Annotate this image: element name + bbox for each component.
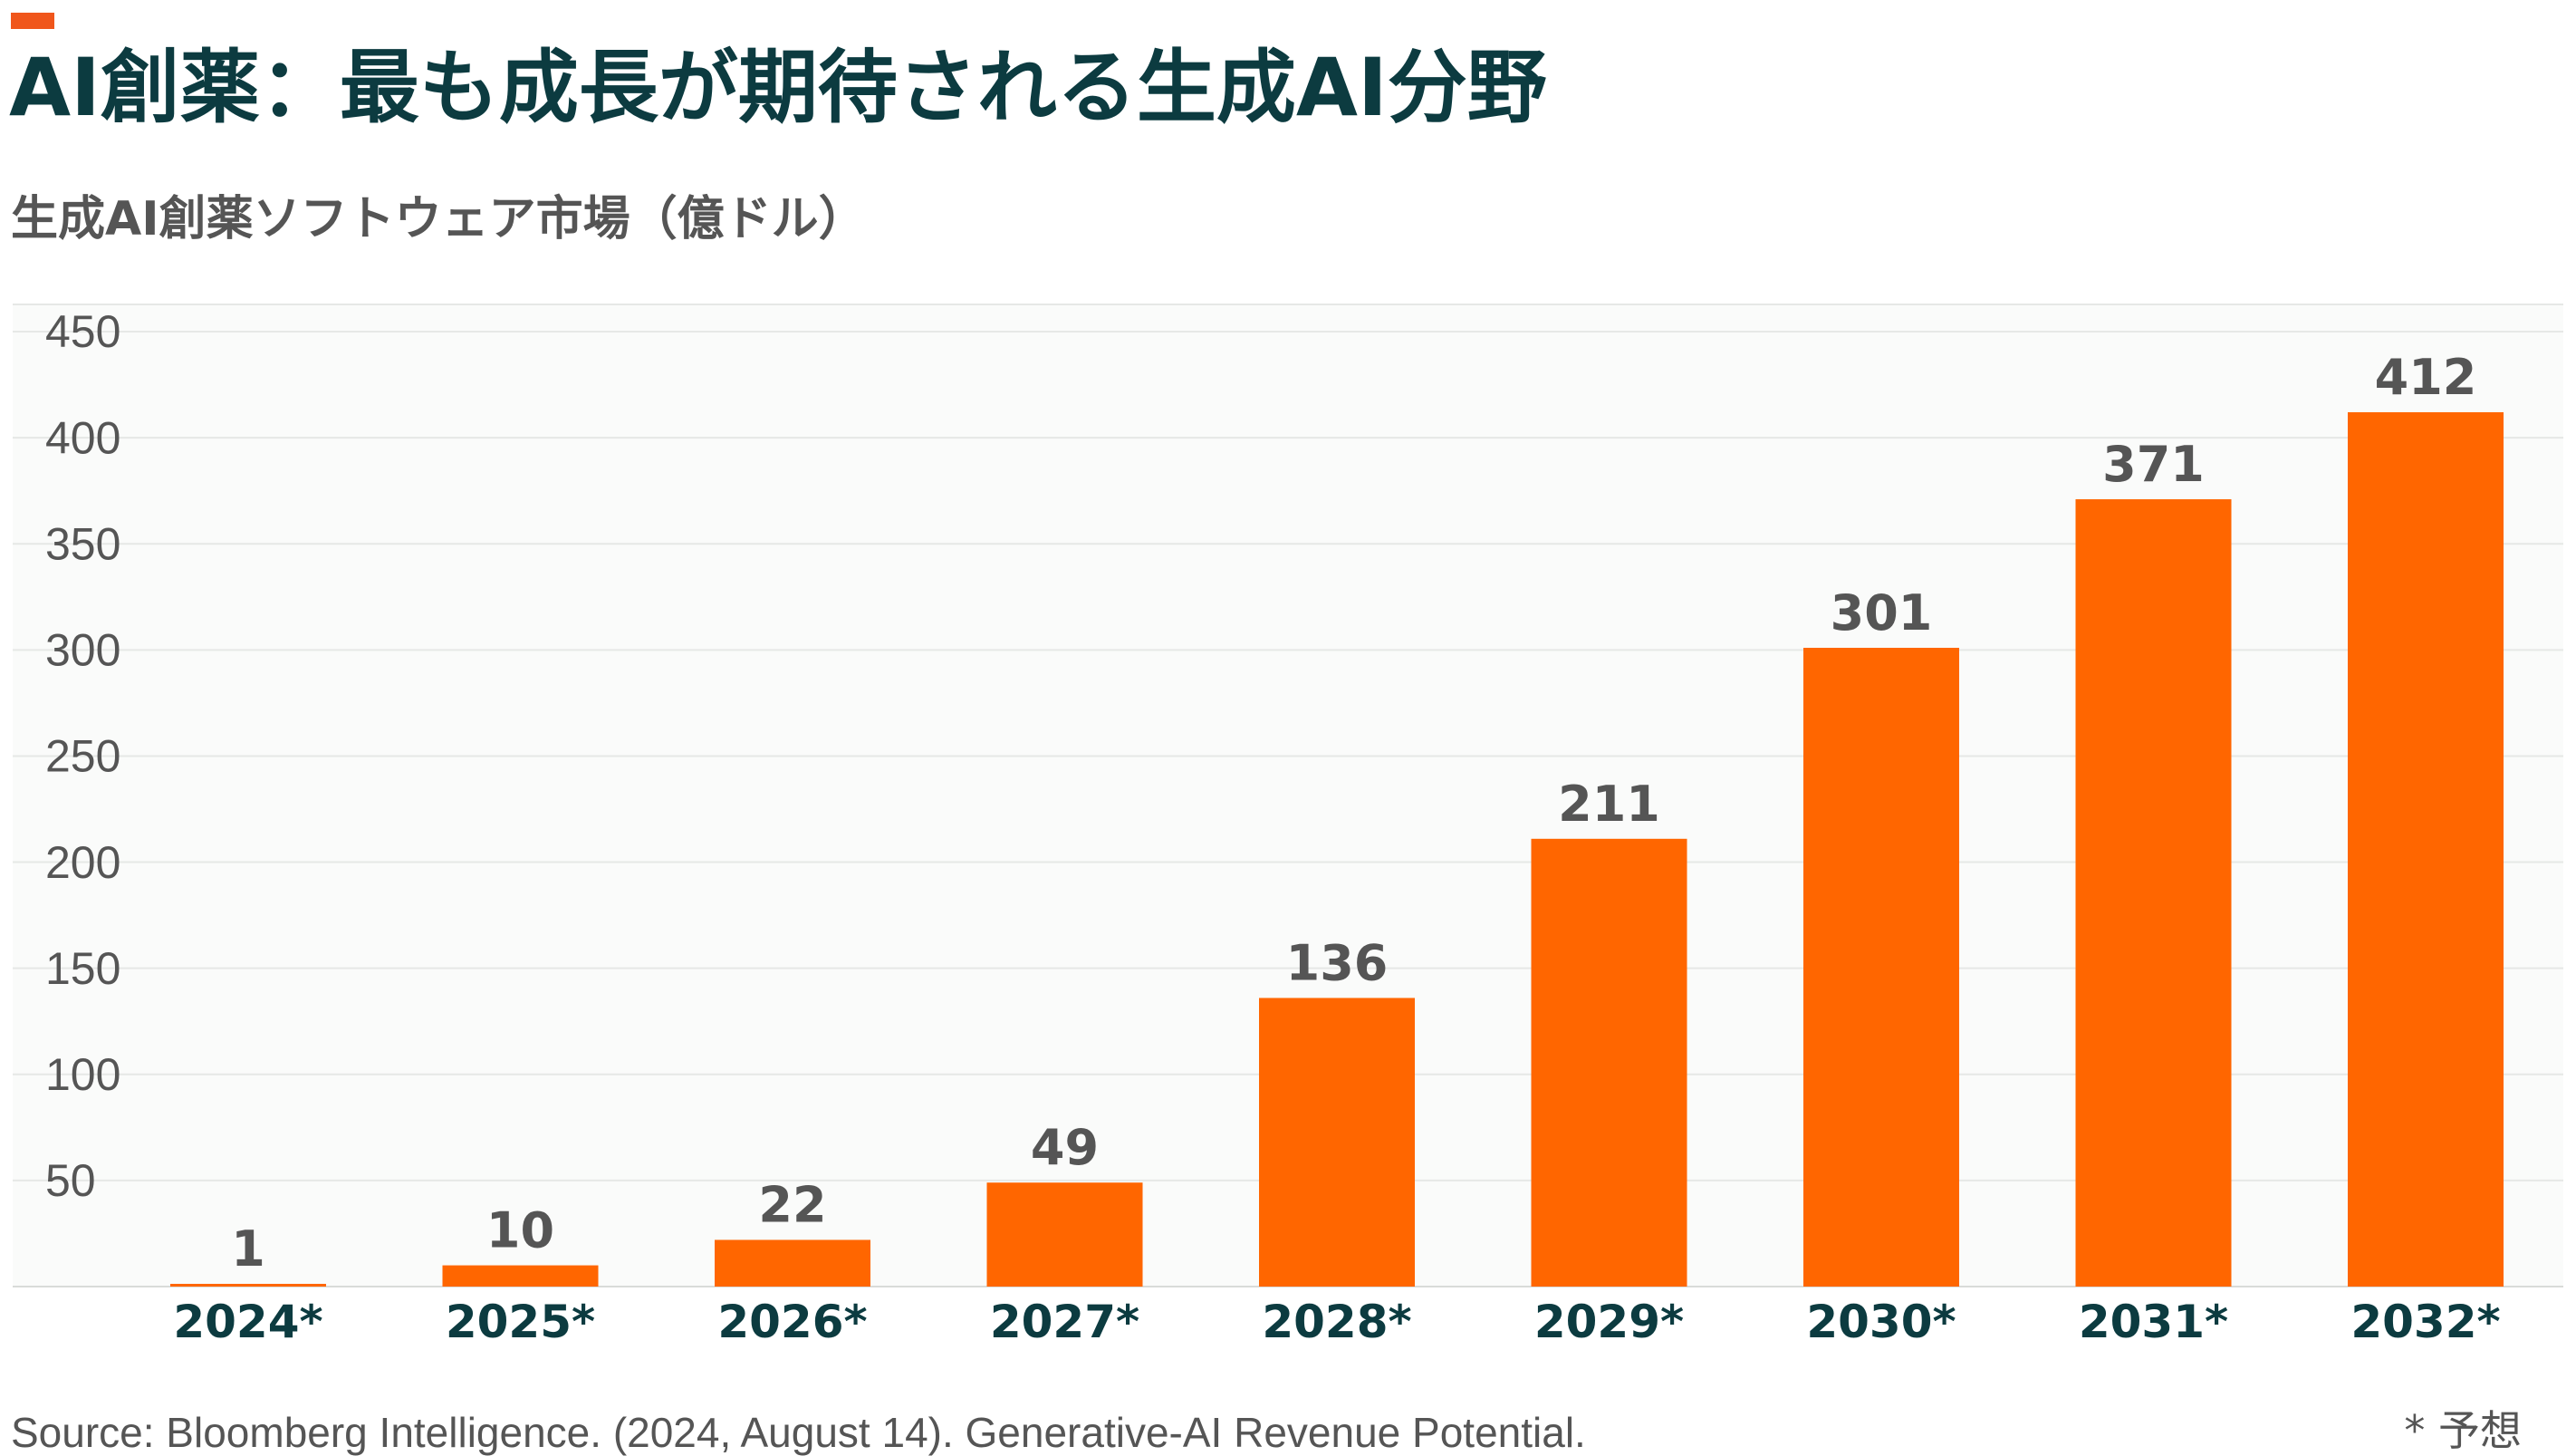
x-category-label: 2029* [1534, 1296, 1684, 1348]
x-category-label: 2031* [2079, 1296, 2228, 1348]
bar-value-label: 136 [1286, 934, 1389, 991]
bar [2075, 499, 2232, 1287]
source-note: Source: Bloomberg Intelligence. (2024, A… [11, 1409, 1586, 1456]
bar [1531, 838, 1687, 1287]
x-category-label: 2028* [1262, 1296, 1411, 1348]
bar-value-label: 301 [1831, 584, 1933, 641]
y-tick-label: 50 [45, 1155, 96, 1206]
x-category-label: 2030* [1806, 1296, 1956, 1348]
y-tick-label: 450 [45, 306, 120, 357]
y-tick-label: 100 [45, 1049, 120, 1100]
x-category-label: 2026* [717, 1296, 867, 1348]
accent-bar [11, 13, 54, 29]
bar [715, 1239, 870, 1287]
bar-value-label: 371 [2102, 436, 2205, 493]
bar [442, 1265, 599, 1287]
bar-value-label: 211 [1558, 776, 1660, 833]
forecast-footnote: * 予想 [2404, 1406, 2522, 1455]
bar-value-label: 412 [2375, 349, 2477, 406]
bar [1803, 647, 1959, 1287]
y-tick-label: 150 [45, 943, 120, 994]
bar-value-label: 49 [1031, 1119, 1099, 1176]
chart-subtitle: 生成AI創薬ソフトウェア市場（億ドル） [11, 192, 866, 246]
bar [170, 1284, 326, 1287]
chart-title: AI創薬：最も成長が期待される生成AI分野 [9, 41, 1547, 134]
bar-value-label: 10 [486, 1202, 554, 1259]
x-category-label: 2027* [990, 1296, 1139, 1348]
bar [2348, 412, 2504, 1287]
bar [986, 1182, 1143, 1287]
bar-value-label: 1 [231, 1220, 265, 1278]
bar-value-label: 22 [758, 1176, 826, 1233]
bar [1259, 998, 1415, 1287]
y-tick-label: 350 [45, 518, 120, 569]
x-category-label: 2024* [173, 1296, 322, 1348]
y-tick-label: 250 [45, 731, 120, 782]
x-category-label: 2032* [2350, 1296, 2500, 1348]
y-tick-label: 400 [45, 412, 120, 463]
y-tick-label: 300 [45, 625, 120, 676]
x-category-label: 2025* [446, 1296, 595, 1348]
y-tick-label: 200 [45, 837, 120, 888]
